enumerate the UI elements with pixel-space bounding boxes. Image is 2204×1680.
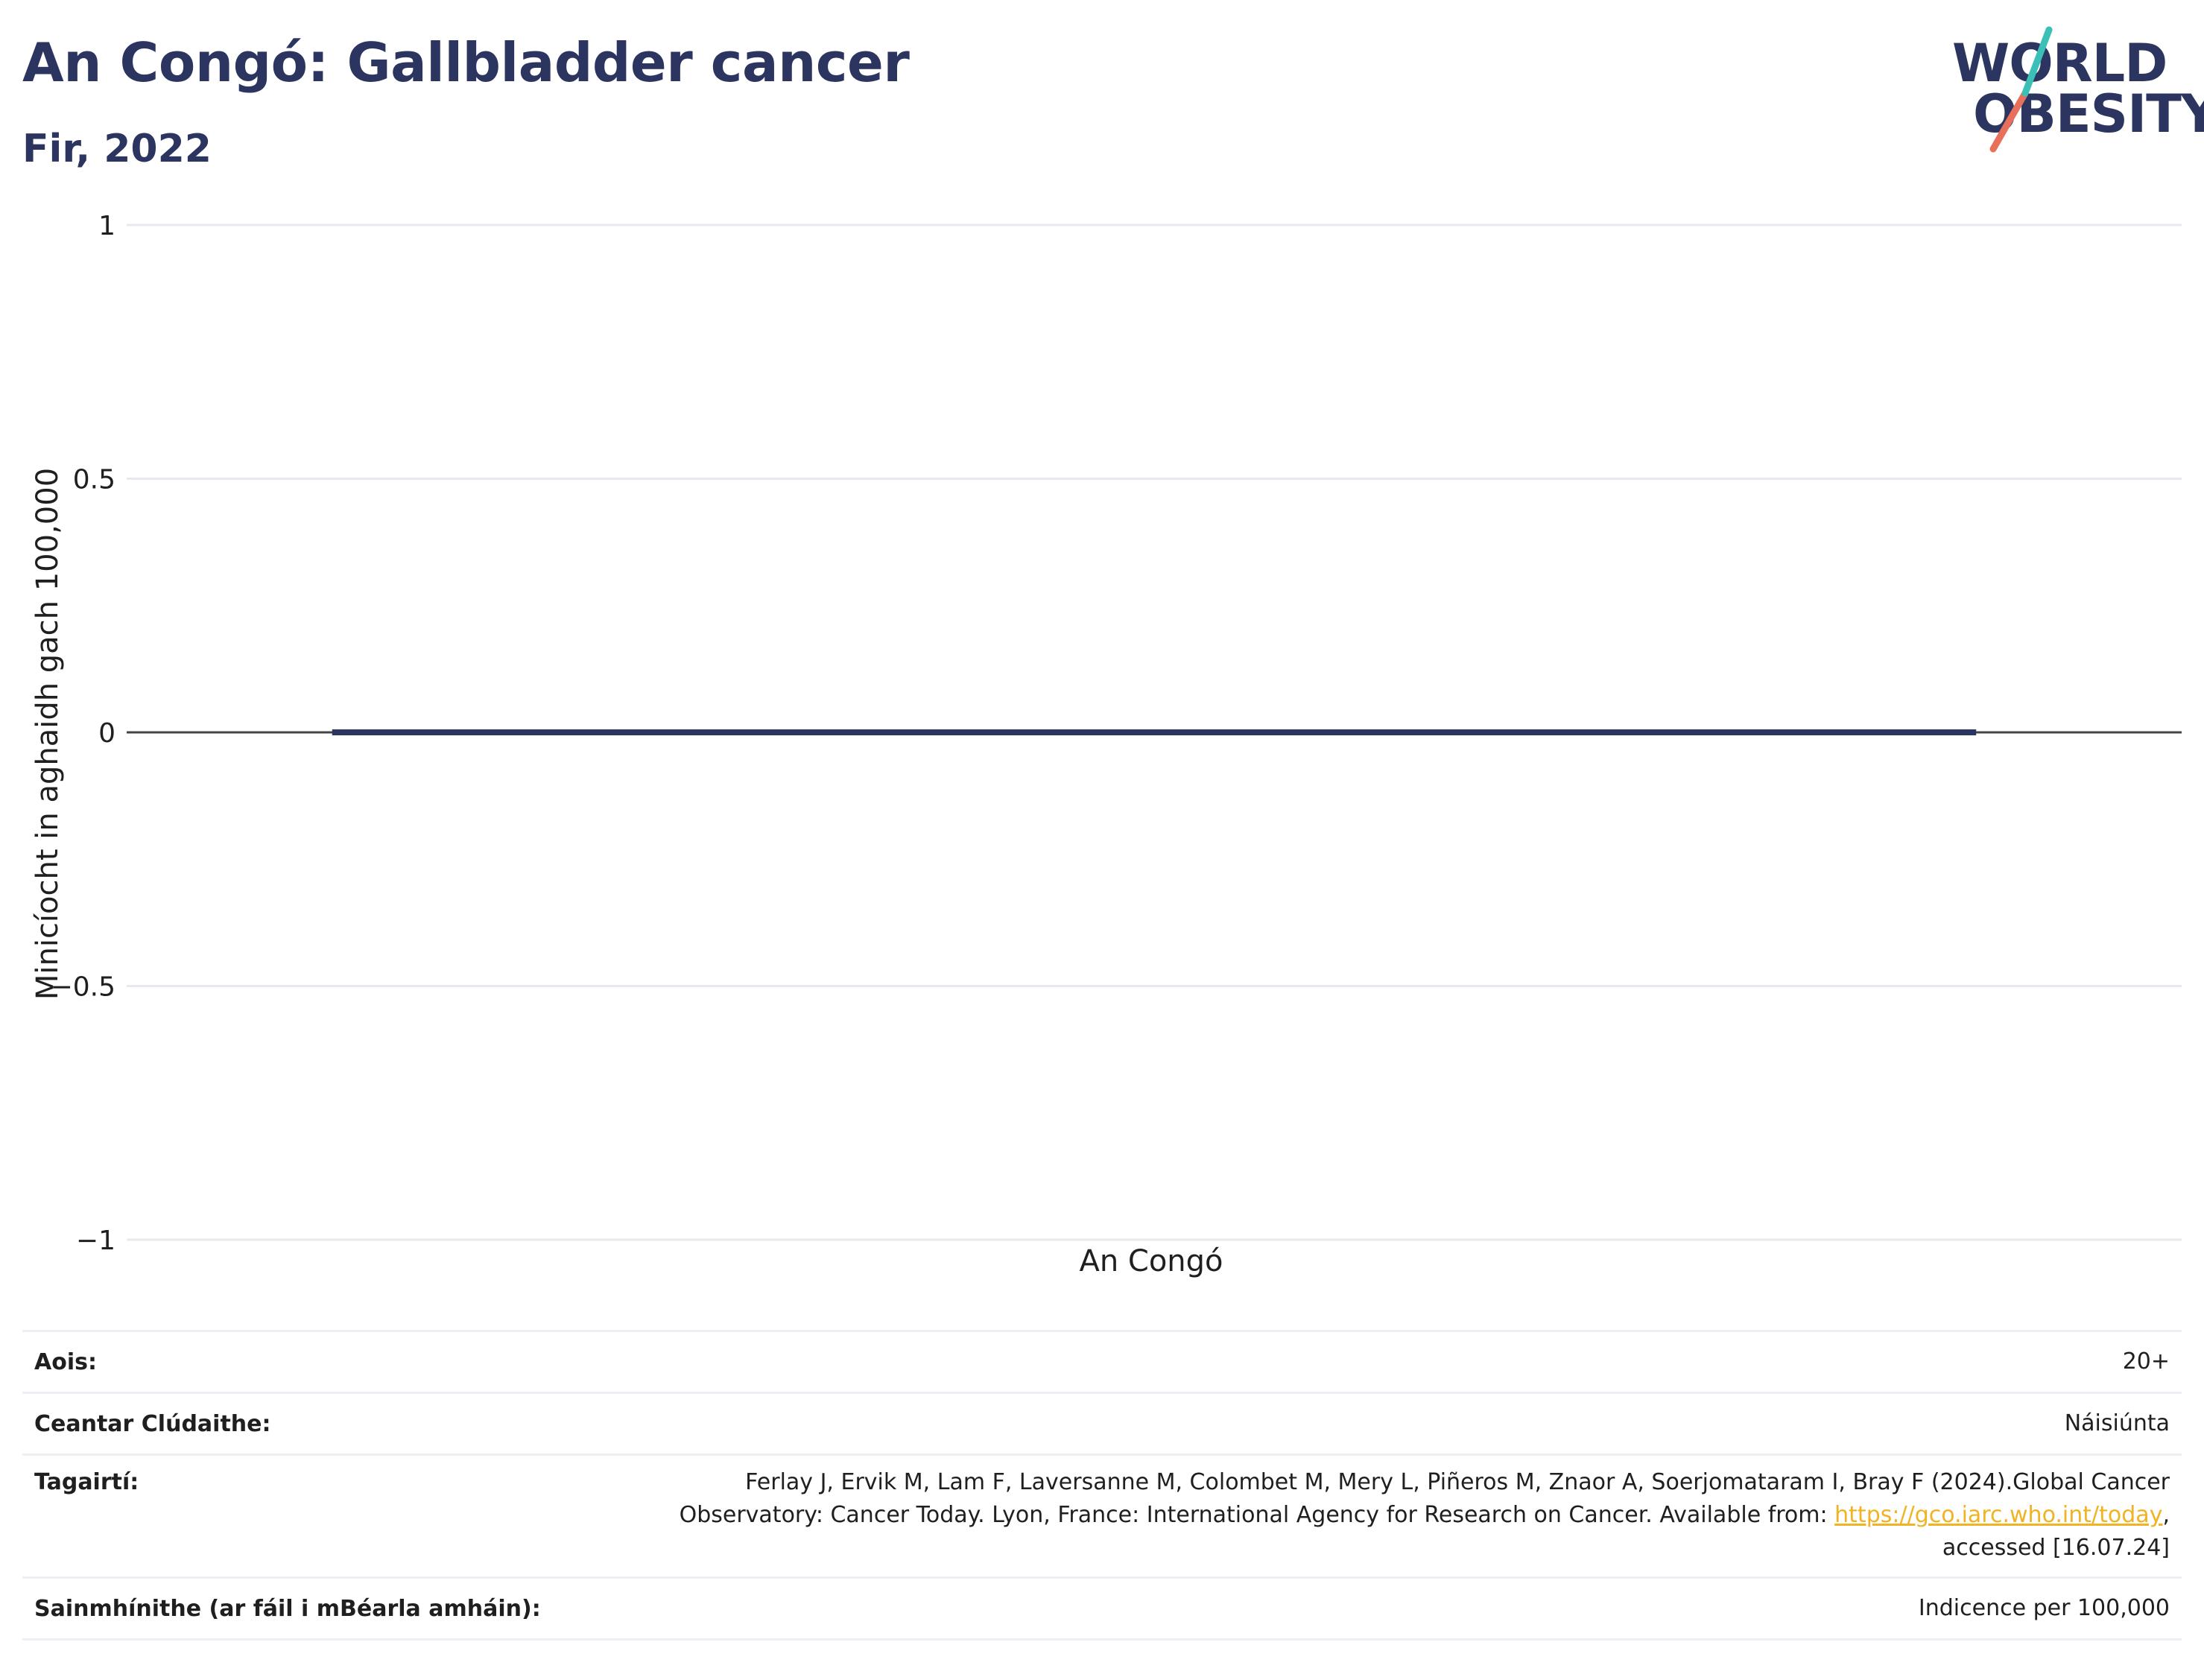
references-line-1: Ferlay J, Ervik M, Lam F, Laversanne M, …	[745, 1469, 2170, 1495]
area-value: Náisiúnta	[2064, 1410, 2170, 1436]
age-value: 20+	[2122, 1348, 2170, 1375]
area-label: Ceantar Clúdaithe:	[34, 1410, 271, 1437]
logo-slash-icon	[1989, 26, 2053, 153]
definitions-label: Sainmhínithe (ar fáil i mBéarla amháin):	[34, 1595, 541, 1622]
info-row-references: Tagairtí: Ferlay J, Ervik M, Lam F, Lave…	[22, 1454, 2182, 1576]
y-tick-label: 0	[98, 718, 115, 749]
world-obesity-logo[interactable]: WORLD OBESITY	[1937, 22, 2204, 156]
y-axis-label: Minicíocht in aghaidh gach 100,000	[31, 467, 65, 1001]
logo-word-world: WORLD	[1952, 33, 2167, 94]
references-line-2: Observatory: Cancer Today. Lyon, France:…	[679, 1502, 1835, 1528]
info-table: Aois: 20+ Ceantar Clúdaithe: Náisiúnta T…	[22, 1330, 2182, 1641]
references-label: Tagairtí:	[34, 1469, 139, 1495]
y-tick-label: −0.5	[51, 972, 115, 1003]
info-row-definitions: Sainmhínithe (ar fáil i mBéarla amháin):…	[22, 1576, 2182, 1641]
x-tick-label: An Congó	[1079, 1244, 1223, 1278]
y-tick-label: 0.5	[73, 465, 115, 495]
y-tick-label: 1	[98, 211, 115, 241]
info-row-age: Aois: 20+	[22, 1330, 2182, 1392]
info-row-area: Ceantar Clúdaithe: Náisiúnta	[22, 1392, 2182, 1454]
age-label: Aois:	[34, 1348, 97, 1375]
bar[interactable]	[332, 729, 1977, 735]
references-line-3: accessed [16.07.24]	[1942, 1535, 2170, 1561]
references-value: Ferlay J, Ervik M, Lam F, Laversanne M, …	[680, 1466, 2170, 1565]
definitions-value: Indicence per 100,000	[1918, 1595, 2170, 1621]
references-link[interactable]: https://gco.iarc.who.int/today	[1834, 1502, 2163, 1528]
references-line-2-end: ,	[2162, 1502, 2170, 1528]
chart-title: An Congó: Gallbladder cancer	[22, 31, 910, 94]
bar-chart: 1 0.5 0 −0.5 −1	[51, 211, 2182, 1256]
chart-subtitle: Fir, 2022	[22, 127, 212, 171]
y-tick-label: −1	[76, 1226, 115, 1256]
